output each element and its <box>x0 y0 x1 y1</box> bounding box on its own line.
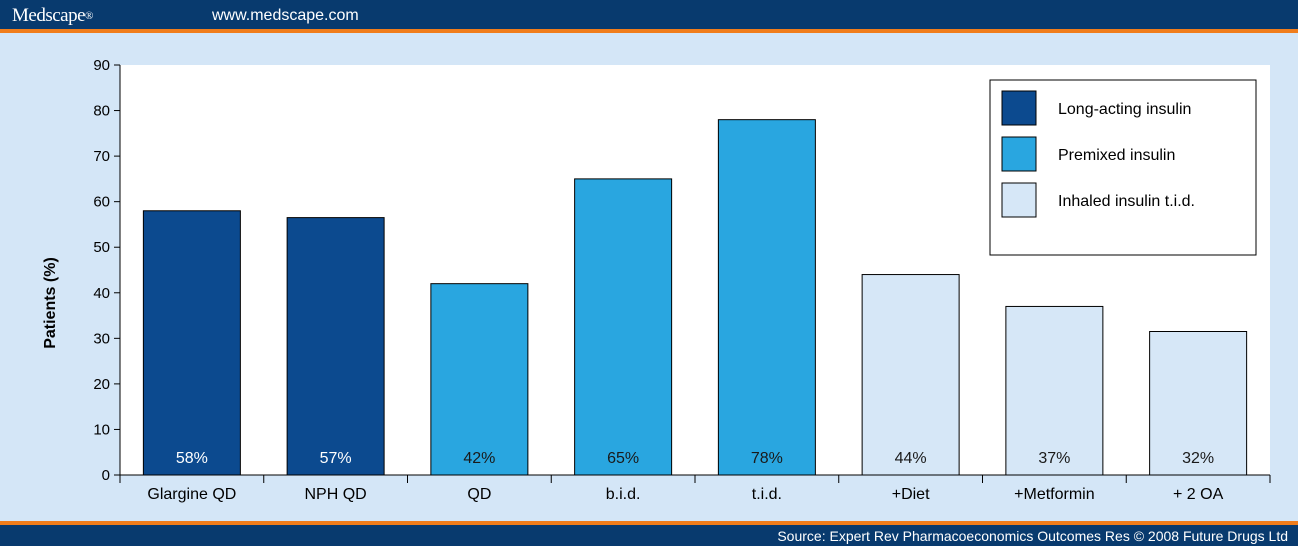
x-tick-label: NPH QD <box>305 486 367 503</box>
bar-value-label: 78% <box>751 450 783 467</box>
y-axis-label: Patients (%) <box>42 257 59 349</box>
y-axis: 0 10 20 30 40 50 60 70 80 90 <box>93 57 121 484</box>
x-tick-label: Glargine QD <box>147 486 236 503</box>
y-tick-label: 80 <box>93 103 110 120</box>
x-tick-label: + 2 OA <box>1173 486 1224 503</box>
bar-b-i-d <box>574 178 673 476</box>
bar-value-label: 57% <box>320 450 352 467</box>
bar-glargine-qd <box>142 210 241 476</box>
medscape-logo[interactable]: Medscape® <box>12 5 93 27</box>
y-tick-label: 90 <box>93 57 110 74</box>
y-tick-label: 0 <box>102 467 110 484</box>
legend-label: Inhaled insulin t.i.d. <box>1058 193 1195 210</box>
x-tick-label: t.i.d. <box>752 486 782 503</box>
bar-nph-qd <box>286 217 385 476</box>
x-axis: Glargine QD NPH QD QD b.i.d. t.i.d. +Diet +Met… <box>119 474 1271 503</box>
legend-label: Long-acting insulin <box>1058 101 1191 118</box>
bar-chart: 0 10 20 30 40 50 60 70 80 90 Glargine QD NPH QD QD b… <box>42 57 1271 503</box>
y-tick-label: 10 <box>93 421 110 438</box>
legend-swatch <box>1001 90 1037 126</box>
legend: Long-acting insulin Premixed insulin Inhal… <box>989 79 1257 256</box>
legend-swatch <box>1001 136 1037 172</box>
header-bar: Medscape® www.medscape.com <box>0 0 1298 33</box>
y-tick-label: 60 <box>93 194 110 211</box>
legend-label: Premixed insulin <box>1058 147 1175 164</box>
bar-t-i-d <box>717 119 816 476</box>
bar-diet <box>861 274 960 476</box>
y-tick-label: 40 <box>93 285 110 302</box>
bar-value-label: 37% <box>1038 450 1070 467</box>
x-tick-label: b.i.d. <box>606 486 641 503</box>
bar-value-label: 32% <box>1182 450 1214 467</box>
footer-bar: Source: Expert Rev Pharmacoeconomics Out… <box>0 521 1298 546</box>
y-tick-label: 30 <box>93 330 110 347</box>
brand-registered-mark: ® <box>85 10 93 22</box>
y-tick-label: 20 <box>93 376 110 393</box>
bar-metformin <box>1005 305 1104 476</box>
bar-value-label: 42% <box>463 450 495 467</box>
site-url-link[interactable]: www.medscape.com <box>212 7 359 24</box>
x-tick-label: +Diet <box>892 486 930 503</box>
bar-value-label: 44% <box>895 450 927 467</box>
bar-qd <box>430 283 529 476</box>
y-tick-label: 70 <box>93 148 110 165</box>
bars: 58% 57% 42% 65% 78% 44% 37% 32% <box>142 119 1248 476</box>
bar-2-oa <box>1149 331 1248 476</box>
legend-swatch <box>1001 182 1037 218</box>
bar-value-label: 58% <box>176 450 208 467</box>
y-tick-label: 50 <box>93 239 110 256</box>
x-tick-label: QD <box>467 486 491 503</box>
bar-value-label: 65% <box>607 450 639 467</box>
source-citation: Source: Expert Rev Pharmacoeconomics Out… <box>777 528 1288 544</box>
brand-name: Medscape <box>12 5 86 26</box>
x-tick-label: +Metformin <box>1014 486 1094 503</box>
